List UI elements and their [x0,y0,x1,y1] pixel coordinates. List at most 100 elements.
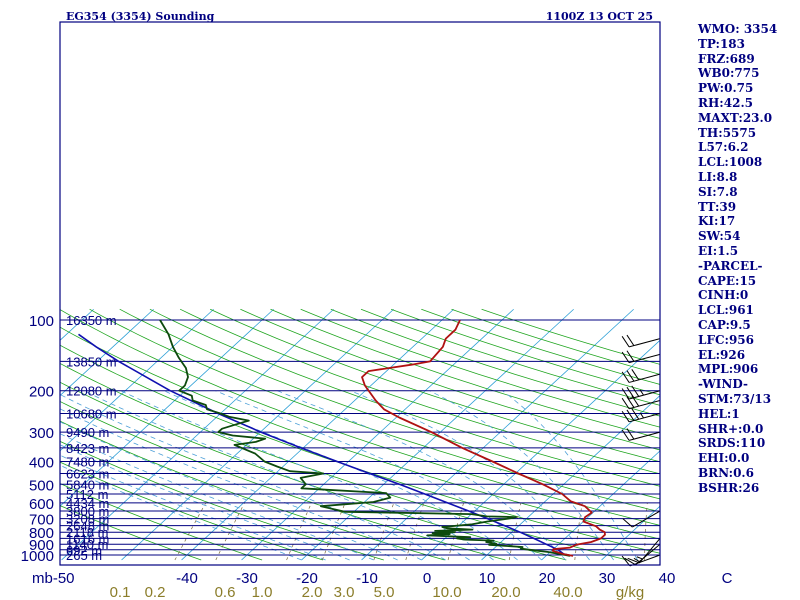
mixing-ratio-line [508,502,522,561]
mixing-ratio-tick-label: 2.0 [302,584,323,600]
wind-barb-feather [626,350,635,362]
mixing-ratio-line [321,502,346,561]
mixing-ratio-line [373,502,395,561]
wind-barb-staff [628,373,661,383]
moist-adiabat-line [163,390,518,561]
index-value: MPL:906 [698,362,759,377]
dry-adiabat-line [60,461,324,561]
temperature-tick-label: mb-50 [32,570,75,587]
index-value: LI:8.8 [698,169,738,184]
wind-barb [621,385,661,400]
wind-barb [622,510,661,528]
index-value: LFC:956 [698,332,754,347]
wind-barb-staff [628,431,661,441]
wind-barb-feather [621,336,630,348]
height-label: 13850 m [66,354,117,369]
pressure-tick-label: 800 [29,525,54,542]
wind-barb-feather [626,396,635,408]
wind-barb-staff [628,338,661,348]
wind-barb-feather [621,410,630,423]
index-value: CINH:0 [698,288,749,303]
index-value: SHR+:0.0 [698,421,764,436]
temperature-line [361,319,606,557]
index-value: L57:6.2 [698,140,749,155]
wind-barb-staff [632,510,661,528]
wind-barb-half-feather [639,389,644,396]
temperature-tick-label: 10 [479,570,496,587]
mixing-ratio-lines [174,502,648,561]
moist-adiabat-line [60,433,374,561]
moist-adiabat-line [60,394,446,561]
temperature-tick-label: 40 [659,570,676,587]
moist-adiabat-line [502,390,638,561]
wind-barb-feather [621,555,631,567]
wind-barb [621,350,661,364]
temperature-tick-label: 0 [423,570,431,587]
index-value: BRN:0.6 [698,465,754,480]
index-value: TH:5575 [698,125,757,140]
wind-barb-staff [635,543,661,566]
mixing-ratio-line [644,502,648,560]
mixing-ratio-tick-label: 0.6 [215,584,236,600]
height-label: 3800 m [66,504,109,519]
isotherm-line [60,308,154,397]
index-value: LCL:961 [698,303,754,318]
mixing-ratio-tick-label: 0.2 [145,584,166,600]
dewpoint-line [159,319,571,557]
mixing-ratio-line [215,502,245,561]
wind-barb-feather [626,428,635,440]
index-value: CAP:9.5 [698,317,751,332]
temperature-tick-label: 30 [599,570,616,587]
height-label: 16350 m [66,313,117,328]
mixing-ratio-tick-label: 10.0 [432,584,461,600]
temperature-tick-label: -10 [356,570,378,587]
temperature-trace [361,319,606,557]
valid-time: 1100Z 13 OCT 25 [546,10,653,23]
mixing-ratio-tick-label: 0.1 [110,584,131,600]
index-value: EI:1.5 [698,243,739,258]
wind-barb-feather [626,370,635,382]
height-label: 1140 m [66,537,108,552]
height-label: 6623 m [66,467,109,482]
moist-adiabat-line [277,390,566,561]
index-value: SI:7.8 [698,184,738,199]
wind-barb-feather [631,395,640,407]
wind-barb-feather [621,388,630,400]
pressure-tick-label: 1000 [21,548,54,565]
wind-barb [627,538,661,564]
index-value: SW:54 [698,229,741,244]
height-label: 5840 m [66,477,109,492]
height-label: 692 m [66,543,102,558]
wind-barb-feather [621,371,630,383]
isotherm-lines [60,308,660,561]
wind-barb-feather [631,385,640,397]
mixing-ratio-tick-label: 3.0 [334,584,355,600]
mixing-ratio-tick-label: 20.0 [491,584,520,600]
index-value: FRZ:689 [698,51,755,66]
mixing-ratio-line [447,502,464,561]
index-value: PW:0.75 [698,81,754,96]
pressure-tick-label: 600 [29,496,54,513]
mixing-ratio-line [574,502,583,561]
wind-barb-feather [621,397,630,410]
wind-barb-staff [628,390,661,400]
wind-barb-feather [627,557,640,564]
isotherm-line [60,308,274,507]
temperature-tick-label: -20 [296,570,318,587]
wind-barb-feather [621,429,630,441]
index-value: BSHR:26 [698,480,760,495]
height-label: 8423 m [66,441,109,456]
parcel-trace [78,333,574,557]
height-label: 3208 m [66,512,109,527]
pressure-tick-label: 300 [29,425,54,442]
wind-barb [621,395,661,410]
wind-barb-feather [626,334,635,346]
height-label: 5112 m [66,487,108,502]
height-label: 12080 m [66,384,117,399]
temperature-tick-label: C [722,570,733,587]
wind-barb-feather [626,386,635,399]
dry-adiabat-line [60,505,202,561]
mixing-ratio-tick-label: 5.0 [374,584,395,600]
index-value: EL:926 [698,347,746,362]
